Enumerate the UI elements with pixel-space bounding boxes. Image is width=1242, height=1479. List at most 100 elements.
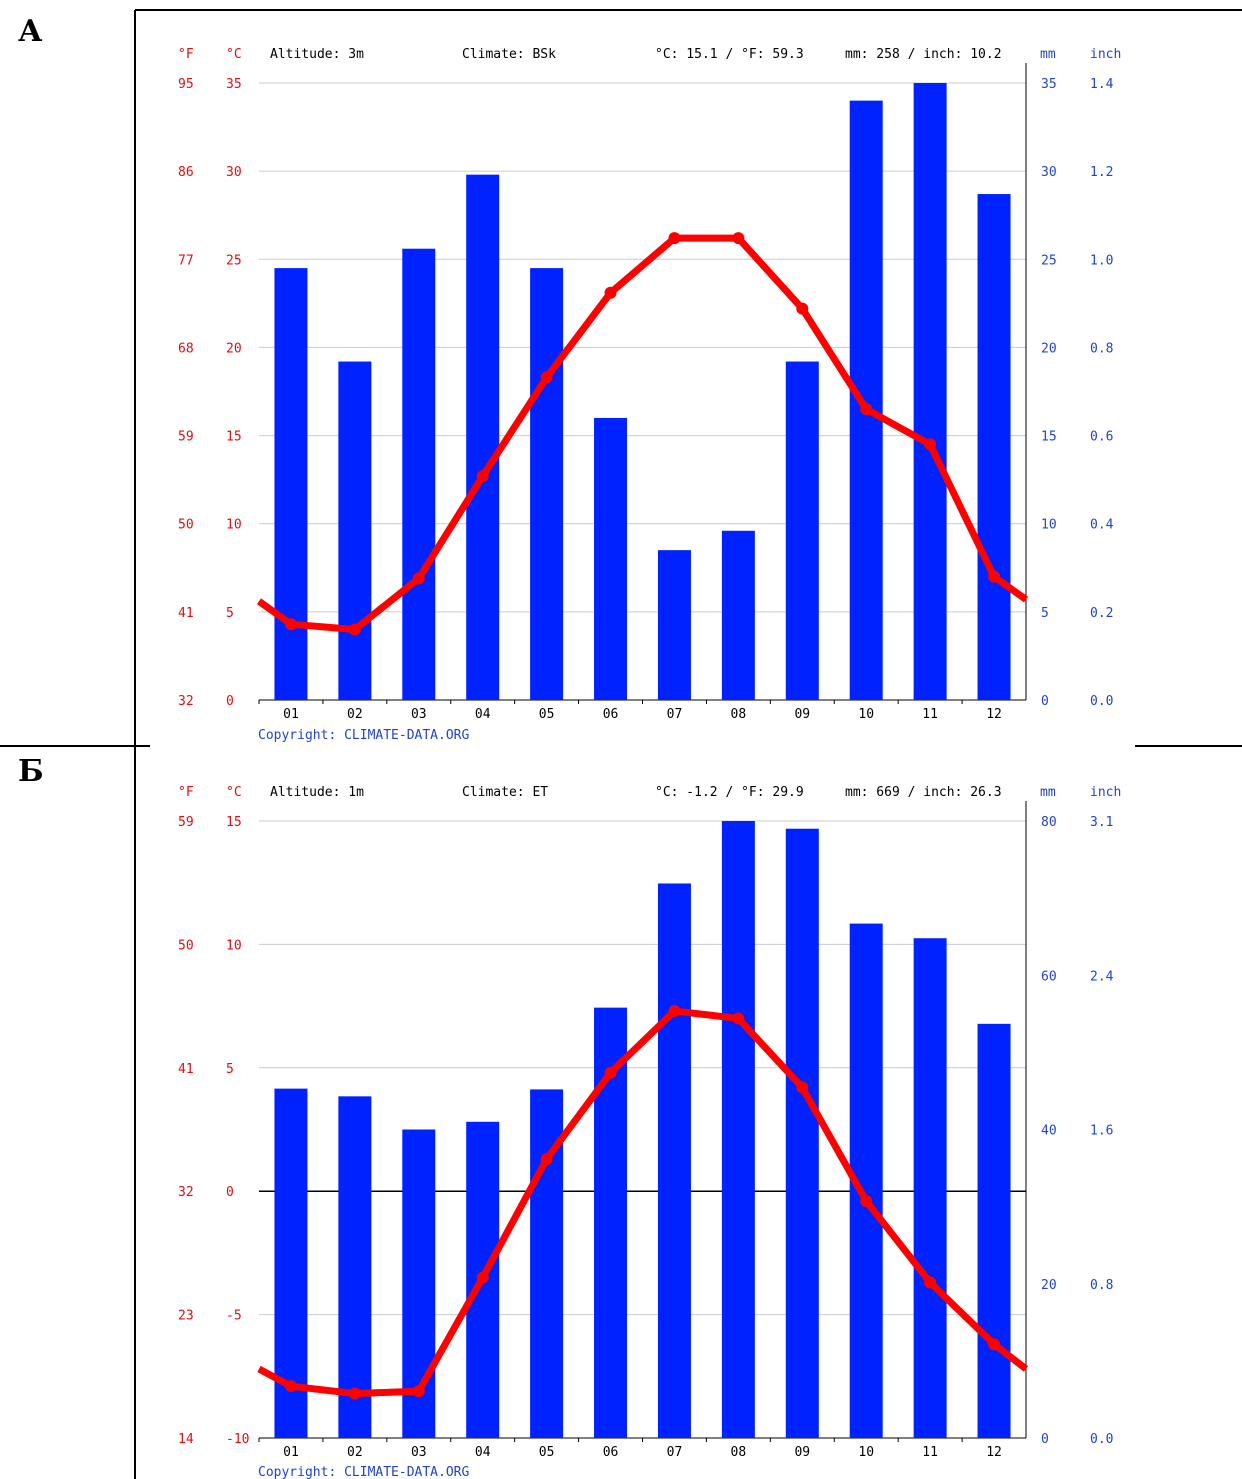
temperature-point xyxy=(604,1066,617,1079)
temperature-point xyxy=(860,403,873,416)
inch-tick-label: 0.0 xyxy=(1090,1432,1113,1447)
inch-tick-label: 0.8 xyxy=(1090,341,1113,356)
celsius-tick-label: 5 xyxy=(226,606,234,621)
month-tick-label: 09 xyxy=(794,1445,810,1460)
month-tick-label: 12 xyxy=(986,707,1002,722)
temperature-average-label: °C: -1.2 / °F: 29.9 xyxy=(655,785,804,800)
inch-tick-label: 2.4 xyxy=(1090,969,1114,984)
temperature-point xyxy=(732,232,745,245)
mm-tick-label: 10 xyxy=(1041,518,1057,533)
celsius-tick-label: 0 xyxy=(226,1185,234,1200)
precipitation-bar xyxy=(785,361,819,700)
temperature-average-label: °C: 15.1 / °F: 59.3 xyxy=(655,47,804,62)
precipitation-bar xyxy=(721,821,755,1438)
panel-letter-a: А xyxy=(18,14,43,49)
precipitation-bar xyxy=(657,883,691,1438)
celsius-tick-label: 35 xyxy=(226,77,242,92)
temperature-point xyxy=(540,1153,553,1166)
temperature-point xyxy=(796,302,809,315)
month-tick-label: 11 xyxy=(922,1445,938,1460)
temperature-point xyxy=(796,1081,809,1094)
fahrenheit-tick-label: 50 xyxy=(178,518,194,533)
chart-a-header: °F °C Altitude: 3m Climate: BSk °C: 15.1… xyxy=(178,47,1121,62)
temperature-point xyxy=(412,1385,425,1398)
temperature-point xyxy=(348,623,361,636)
temperature-point xyxy=(348,1387,361,1400)
mm-tick-label: 25 xyxy=(1041,253,1057,268)
temperature-point xyxy=(988,570,1001,583)
temperature-point xyxy=(732,1012,745,1025)
mm-tick-label: 20 xyxy=(1041,341,1057,356)
fahrenheit-tick-label: 59 xyxy=(178,430,194,445)
precipitation-total-label: mm: 258 / inch: 10.2 xyxy=(845,47,1002,62)
month-tick-label: 05 xyxy=(539,1445,555,1460)
temperature-point xyxy=(412,572,425,585)
fahrenheit-tick-label: 77 xyxy=(178,253,194,268)
inch-tick-label: 1.4 xyxy=(1090,77,1114,92)
celsius-unit-label: °C xyxy=(226,47,242,62)
month-tick-label: 12 xyxy=(986,1445,1002,1460)
fahrenheit-tick-label: 68 xyxy=(178,341,194,356)
month-tick-label: 08 xyxy=(731,1445,747,1460)
inch-unit-label: inch xyxy=(1090,785,1121,800)
fahrenheit-tick-label: 41 xyxy=(178,1062,194,1077)
month-tick-label: 02 xyxy=(347,1445,363,1460)
temperature-point xyxy=(284,618,297,631)
month-tick-label: 04 xyxy=(475,1445,491,1460)
fahrenheit-tick-label: 41 xyxy=(178,606,194,621)
inch-tick-label: 1.2 xyxy=(1090,165,1113,180)
precipitation-total-label: mm: 669 / inch: 26.3 xyxy=(845,785,1002,800)
inch-tick-label: 0.0 xyxy=(1090,694,1113,709)
celsius-unit-label: °C xyxy=(226,785,242,800)
celsius-tick-label: 10 xyxy=(226,938,242,953)
month-tick-label: 10 xyxy=(858,1445,874,1460)
fahrenheit-tick-label: 32 xyxy=(178,694,194,709)
mm-tick-label: 40 xyxy=(1041,1124,1057,1139)
precipitation-bar xyxy=(594,417,628,700)
celsius-tick-label: 25 xyxy=(226,253,242,268)
inch-unit-label: inch xyxy=(1090,47,1121,62)
altitude-label: Altitude: 1m xyxy=(270,785,364,800)
precipitation-bar xyxy=(402,248,436,701)
fahrenheit-tick-label: 86 xyxy=(178,165,194,180)
mm-unit-label: mm xyxy=(1040,785,1056,800)
precipitation-bar xyxy=(849,100,883,701)
inch-tick-label: 3.1 xyxy=(1090,815,1113,830)
precipitation-bar xyxy=(657,550,691,700)
celsius-tick-label: 15 xyxy=(226,430,242,445)
chart-b-temperature-line xyxy=(257,1005,1029,1400)
inch-tick-label: 0.6 xyxy=(1090,430,1113,445)
fahrenheit-tick-label: 59 xyxy=(178,815,194,830)
mm-tick-label: 15 xyxy=(1041,430,1057,445)
altitude-label: Altitude: 3m xyxy=(270,47,364,62)
month-tick-label: 10 xyxy=(858,707,874,722)
precipitation-bar xyxy=(977,194,1011,700)
mm-tick-label: 20 xyxy=(1041,1278,1057,1293)
fahrenheit-tick-label: 14 xyxy=(178,1432,194,1447)
inch-tick-label: 0.8 xyxy=(1090,1278,1113,1293)
celsius-tick-label: 30 xyxy=(226,165,242,180)
month-tick-label: 01 xyxy=(283,1445,299,1460)
month-tick-label: 03 xyxy=(411,1445,427,1460)
mm-tick-label: 35 xyxy=(1041,77,1057,92)
temperature-point xyxy=(860,1195,873,1208)
mm-tick-label: 60 xyxy=(1041,969,1057,984)
mm-tick-label: 80 xyxy=(1041,815,1057,830)
chart-a-gridlines xyxy=(258,63,1027,704)
precipitation-bar xyxy=(913,938,947,1438)
precipitation-bar xyxy=(338,361,372,700)
month-tick-label: 09 xyxy=(794,707,810,722)
celsius-tick-label: 20 xyxy=(226,341,242,356)
precipitation-bar xyxy=(977,1023,1011,1438)
month-tick-label: 06 xyxy=(603,707,619,722)
temperature-point xyxy=(540,371,553,384)
fahrenheit-tick-label: 95 xyxy=(178,77,194,92)
fahrenheit-tick-label: 23 xyxy=(178,1309,194,1324)
month-tick-label: 02 xyxy=(347,707,363,722)
temperature-line xyxy=(256,234,1029,633)
precipitation-bar xyxy=(466,174,500,700)
